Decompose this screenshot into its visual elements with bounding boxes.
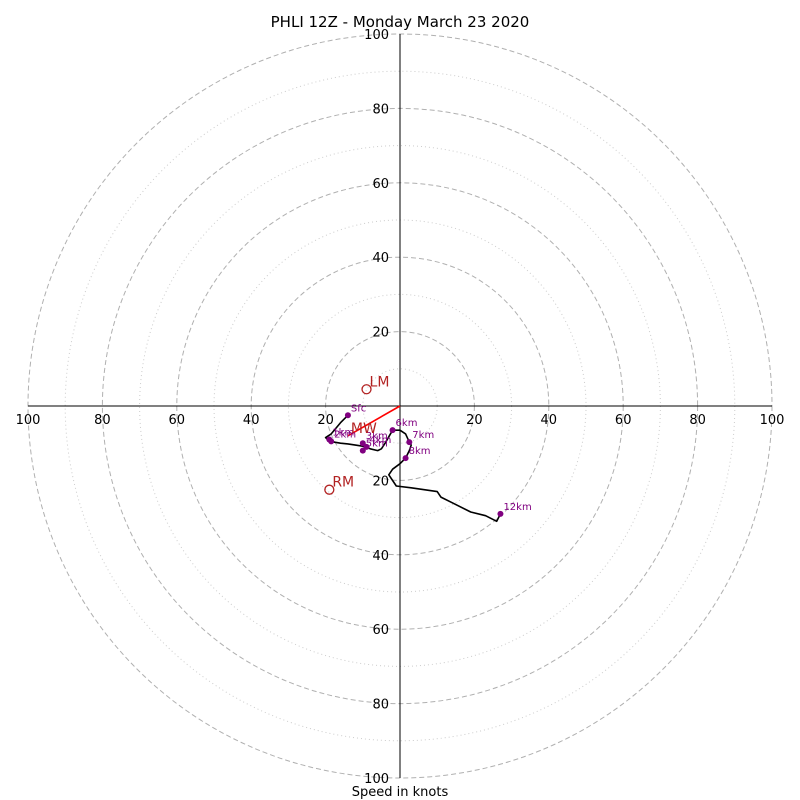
height-marker-8km	[402, 455, 409, 462]
height-label-Sfc: Sfc	[351, 403, 366, 414]
height-label-7km: 7km	[412, 430, 434, 441]
height-marker-12km	[497, 510, 504, 517]
storm-motion-markers: LM RM MW	[324, 374, 390, 495]
mean-wind-vector-layer	[347, 405, 401, 437]
tick-label-top-20: 20	[372, 326, 389, 341]
hodograph-trace	[324, 414, 502, 523]
height-label-1km: 1km	[332, 427, 354, 438]
storm-motion-label-MW: MW	[351, 421, 377, 437]
tick-label-top-100: 100	[364, 28, 389, 43]
mean-wind-vector	[347, 405, 401, 437]
height-label-3km: 3km	[366, 431, 388, 442]
tick-label-left-60: 60	[169, 413, 186, 428]
tick-label-right-20: 20	[466, 413, 483, 428]
tick-label-right-60: 60	[615, 413, 632, 428]
tick-label-bottom-60: 60	[372, 623, 389, 638]
height-label-4km: 4km	[370, 435, 392, 446]
height-label-2km: 2km	[334, 429, 356, 440]
tick-label-left-100: 100	[16, 413, 41, 428]
x-axis-label: Speed in knots	[352, 785, 449, 800]
height-label-6km: 6km	[396, 418, 418, 429]
height-marker-Sfc	[344, 412, 351, 419]
tick-label-bottom-100: 100	[364, 772, 389, 787]
tick-label-top-40: 40	[372, 251, 389, 266]
height-marker-4km	[363, 443, 370, 450]
tick-label-bottom-80: 80	[372, 698, 389, 713]
storm-motion-label-LM: LM	[370, 374, 390, 390]
height-marker-3km	[359, 440, 366, 447]
height-marker-6km	[389, 427, 396, 434]
height-label-5km: 5km	[366, 439, 388, 450]
tick-label-top-60: 60	[372, 177, 389, 192]
tick-label-bottom-40: 40	[372, 549, 389, 564]
tick-label-left-20: 20	[317, 413, 334, 428]
height-marker-2km	[328, 438, 335, 445]
tick-label-bottom-20: 20	[372, 474, 389, 489]
tick-label-right-40: 40	[541, 413, 558, 428]
tick-label-top-80: 80	[372, 102, 389, 117]
hodograph-trace-layer	[324, 414, 502, 523]
storm-motion-marker-LM	[361, 384, 372, 395]
height-marker-7km	[406, 439, 413, 446]
tick-label-left-80: 80	[94, 413, 111, 428]
tick-labels: 20 20 20 20 40 40 40 40 60 60 60 60 80 80 80 80 100 100 10…	[16, 28, 785, 787]
chart-title: PHLI 12Z - Monday March 23 2020	[271, 13, 530, 31]
tick-label-left-40: 40	[243, 413, 260, 428]
storm-motion-marker-RM	[324, 484, 335, 495]
tick-label-right-100: 100	[760, 413, 785, 428]
height-label-8km: 8km	[409, 446, 431, 457]
storm-motion-label-RM: RM	[332, 475, 354, 491]
height-label-12km: 12km	[503, 502, 531, 513]
height-marker-5km	[359, 447, 366, 454]
tick-label-right-80: 80	[689, 413, 706, 428]
